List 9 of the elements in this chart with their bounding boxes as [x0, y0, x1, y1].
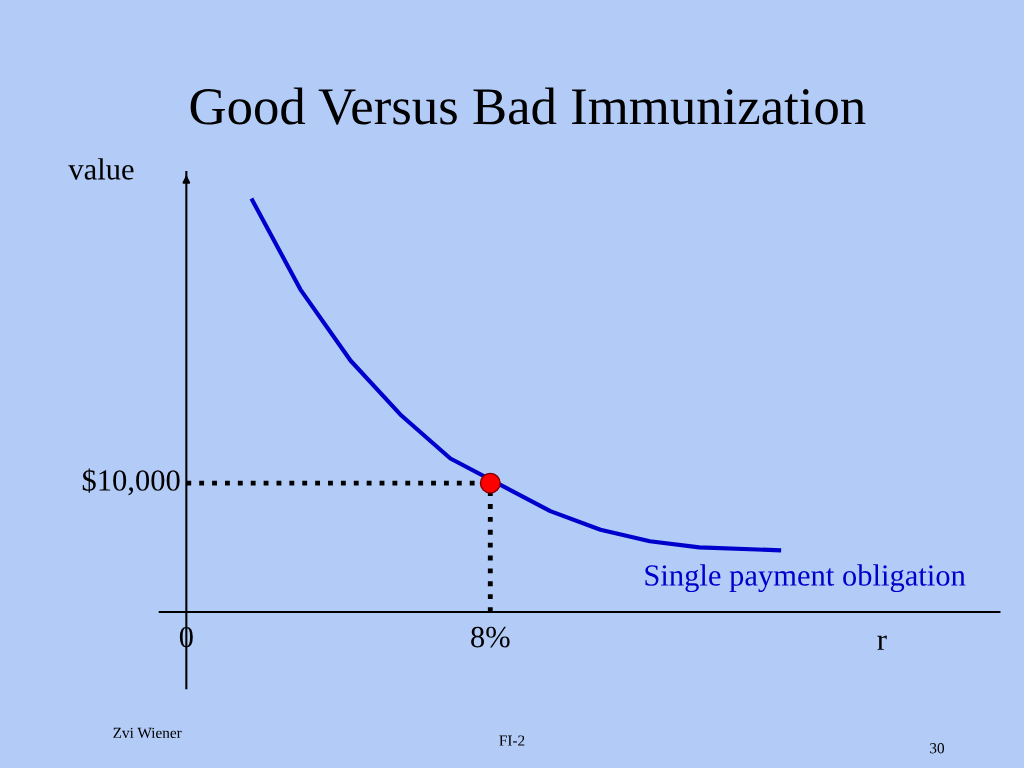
- x-tick-label: 8%: [471, 626, 510, 648]
- chart-title: Good Versus Bad Immunization: [190, 87, 866, 125]
- text: FI-2: [499, 735, 525, 746]
- annotation: Single payment obligation: [645, 564, 966, 593]
- x-axis-title: r: [877, 635, 887, 650]
- y-axis-title: value: [68, 158, 134, 180]
- text: 30: [930, 743, 945, 754]
- text: Zvi Wiener: [113, 727, 182, 739]
- annotation: $10,000: [82, 468, 180, 496]
